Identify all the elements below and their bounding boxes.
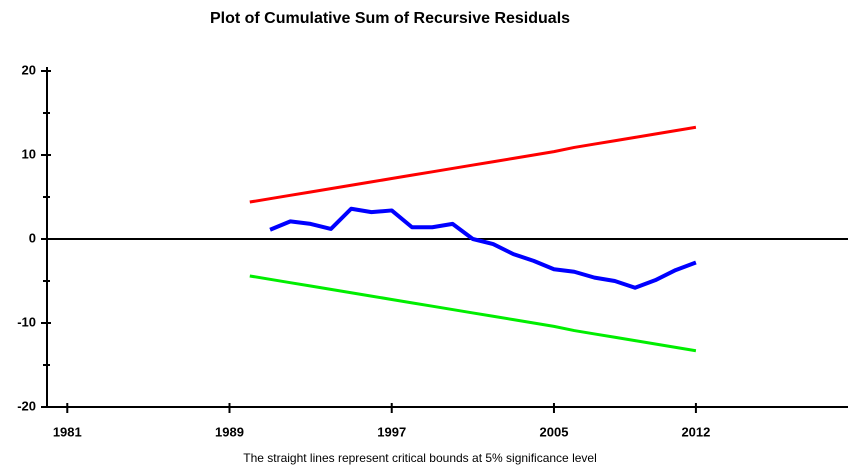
x-tick-label: 1981 [53, 424, 82, 439]
x-tick-label: 2012 [681, 424, 710, 439]
series-line [269, 206, 697, 290]
chart-title: Plot of Cumulative Sum of Recursive Resi… [210, 10, 570, 27]
x-tick-label: 1997 [377, 424, 406, 439]
series-line [249, 125, 697, 204]
y-tick-label: 20 [22, 62, 36, 77]
x-tick-label: 2005 [540, 424, 569, 439]
y-tick-label: 0 [29, 230, 36, 245]
footnote: The straight lines represent critical bo… [243, 451, 597, 465]
y-tick-label: 10 [22, 146, 36, 161]
y-tick-label: -20 [17, 398, 36, 413]
series-line [249, 274, 697, 353]
y-tick-label: -10 [17, 314, 36, 329]
x-tick-label: 1989 [215, 424, 244, 439]
